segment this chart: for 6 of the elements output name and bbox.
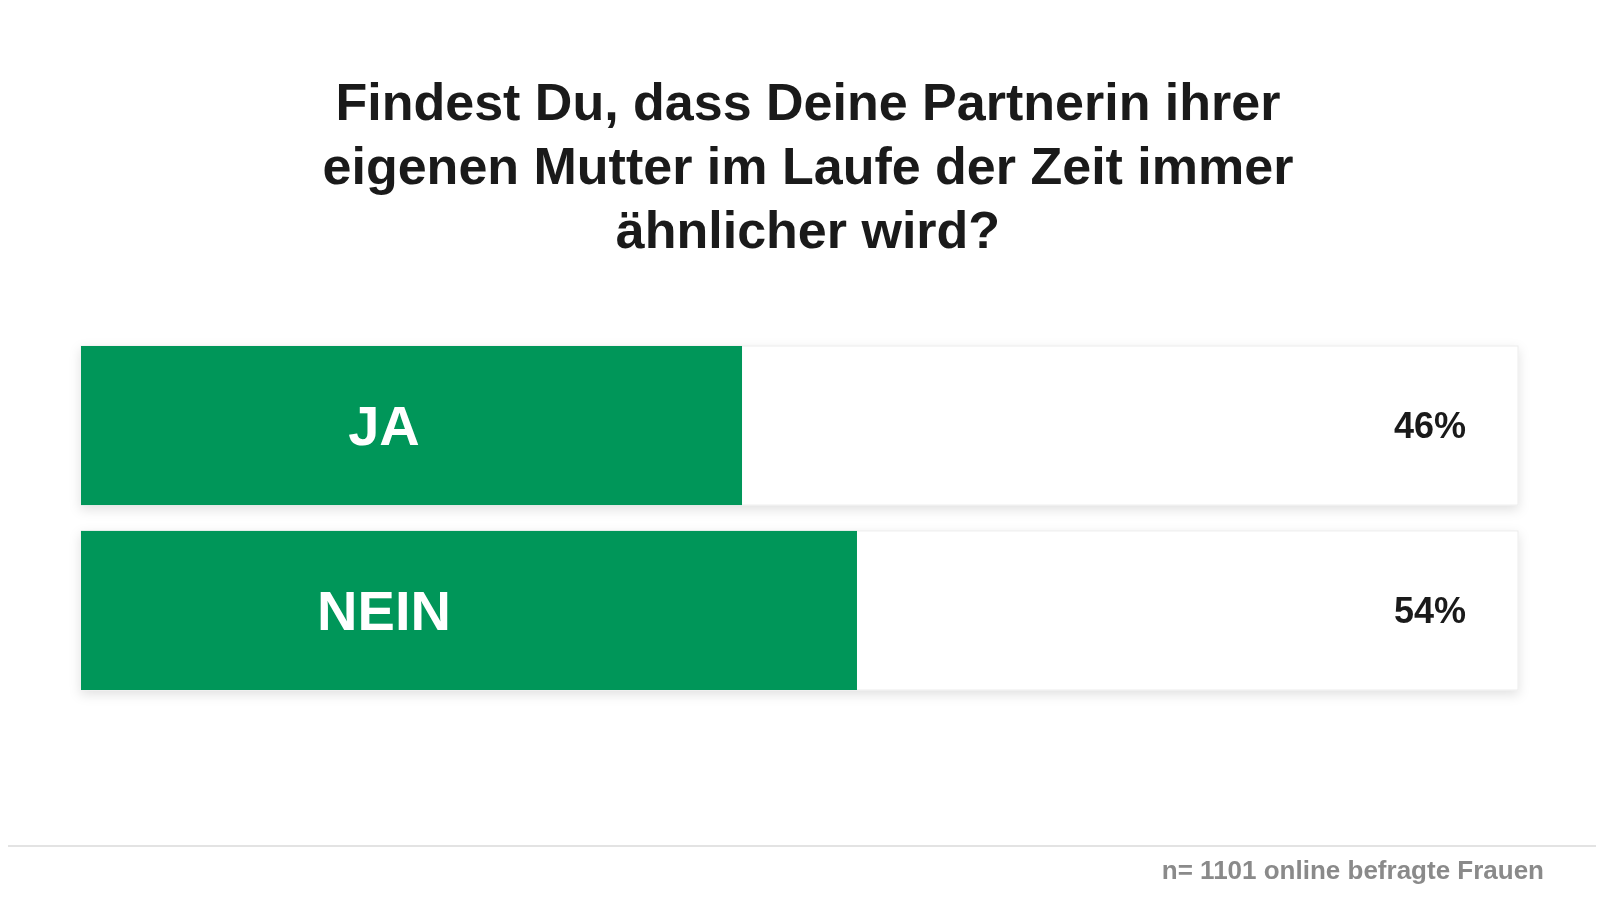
y-tick-label: JA	[348, 394, 420, 458]
data-label: 46%	[1393, 405, 1466, 447]
data-label: 54%	[1393, 590, 1466, 632]
text: n= 1101 online befragte Frauen	[1161, 855, 1544, 886]
y-tick-label: NEIN	[317, 579, 451, 643]
chart-title: Findest Du, dass Deine Partnerin ihrer eigenen Mutter im Laufe der Zeit immer ähnlicher wird?	[322, 73, 1294, 260]
